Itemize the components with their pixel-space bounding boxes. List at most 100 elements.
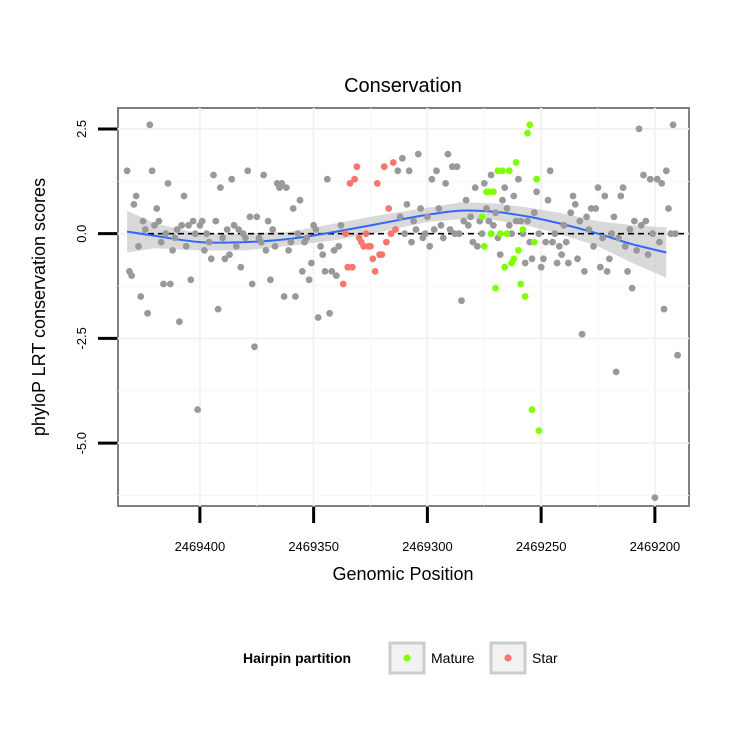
- data-point-other: [528, 255, 536, 263]
- data-point-other: [191, 230, 199, 238]
- data-point-other: [464, 221, 472, 229]
- data-point-other: [201, 247, 208, 254]
- data-point-other: [308, 259, 315, 267]
- data-point-other: [576, 217, 584, 225]
- data-point-other: [626, 226, 634, 233]
- legend-swatch-star: [504, 654, 512, 662]
- data-point-other: [583, 213, 590, 221]
- data-point-other: [155, 217, 163, 225]
- data-point-other: [560, 221, 568, 229]
- data-point-other: [160, 280, 167, 288]
- confidence-band-area: [127, 202, 667, 278]
- data-point-other: [492, 209, 499, 217]
- data-point-other: [524, 217, 531, 225]
- data-point-other: [637, 221, 645, 229]
- data-point-other: [401, 230, 408, 238]
- data-point-other: [137, 293, 145, 300]
- data-point-other: [428, 175, 436, 183]
- data-point-other: [499, 196, 506, 204]
- y-axis-title: phyloP LRT conservation scores: [29, 178, 49, 436]
- data-point-other: [217, 184, 224, 192]
- data-point-other: [317, 242, 324, 250]
- data-point-other: [294, 230, 302, 238]
- data-point-other: [480, 180, 488, 187]
- data-point-other: [444, 150, 452, 158]
- data-point-other: [633, 247, 641, 254]
- data-point-other: [153, 205, 161, 212]
- data-point-other: [253, 213, 261, 221]
- data-point-star: [353, 163, 361, 171]
- data-point-mature: [512, 159, 520, 166]
- data-point-star: [351, 175, 358, 183]
- data-point-other: [194, 406, 202, 413]
- data-point-mature: [521, 293, 529, 300]
- data-point-star: [385, 205, 393, 212]
- chart-title: Conservation: [344, 75, 462, 97]
- data-point-other: [303, 234, 311, 242]
- data-point-other: [394, 167, 402, 175]
- data-point-other: [649, 230, 656, 238]
- data-point-other: [314, 314, 322, 321]
- data-point-other: [305, 276, 313, 284]
- data-point-other: [135, 242, 142, 250]
- data-point-other: [592, 205, 600, 212]
- data-point-other: [166, 280, 174, 288]
- data-point-other: [442, 180, 449, 187]
- data-point-mature: [503, 230, 511, 238]
- data-point-other: [144, 309, 152, 317]
- data-point-star: [383, 238, 390, 246]
- data-point-other: [173, 226, 181, 233]
- data-point-other: [596, 263, 604, 271]
- data-point-other: [424, 213, 431, 221]
- data-point-other: [128, 272, 136, 279]
- data-point-other: [139, 217, 147, 225]
- data-point-other: [221, 255, 229, 263]
- plot-panel: [117, 107, 690, 507]
- data-point-other: [312, 226, 320, 233]
- data-point-mature: [499, 167, 506, 175]
- data-point-other: [606, 255, 613, 263]
- data-point-other: [421, 230, 429, 238]
- data-point-star: [369, 255, 377, 263]
- data-point-other: [599, 234, 606, 242]
- data-point-other: [169, 247, 177, 254]
- data-point-other: [660, 305, 668, 313]
- y-axis: 2.5 0.0 -2.5 -5.0: [74, 120, 117, 454]
- data-point-other: [228, 175, 236, 183]
- data-point-other: [244, 167, 252, 175]
- data-point-mature: [480, 242, 488, 250]
- data-point-star: [389, 159, 397, 166]
- data-point-other: [417, 205, 424, 212]
- data-point-star: [387, 230, 395, 238]
- data-point-other: [571, 201, 579, 208]
- data-point-other: [321, 268, 329, 275]
- data-point-other: [458, 297, 465, 305]
- data-point-other: [439, 234, 447, 242]
- data-point-other: [567, 209, 575, 217]
- data-point-other: [148, 167, 156, 175]
- data-point-other: [269, 226, 277, 233]
- data-point-mature: [505, 167, 513, 175]
- data-point-other: [214, 305, 222, 313]
- data-point-other: [282, 184, 290, 192]
- data-point-other: [569, 192, 577, 200]
- data-point-other: [617, 192, 625, 200]
- data-point-other: [578, 330, 586, 338]
- data-point-other: [435, 205, 443, 212]
- data-point-other: [223, 226, 231, 233]
- data-point-other: [180, 192, 188, 200]
- data-point-other: [628, 284, 636, 292]
- data-point-mature: [478, 213, 486, 221]
- data-point-other: [232, 242, 240, 250]
- data-point-other: [203, 230, 211, 238]
- data-point-mature: [490, 188, 497, 196]
- data-point-other: [672, 230, 679, 238]
- data-point-other: [410, 217, 418, 225]
- y-tick-label: -5.0: [74, 432, 89, 454]
- data-point-other: [171, 234, 179, 242]
- data-point-other: [621, 242, 629, 250]
- data-point-other: [533, 188, 540, 196]
- data-point-other: [267, 276, 274, 284]
- data-point-other: [546, 167, 554, 175]
- legend-key-mature: [388, 641, 426, 675]
